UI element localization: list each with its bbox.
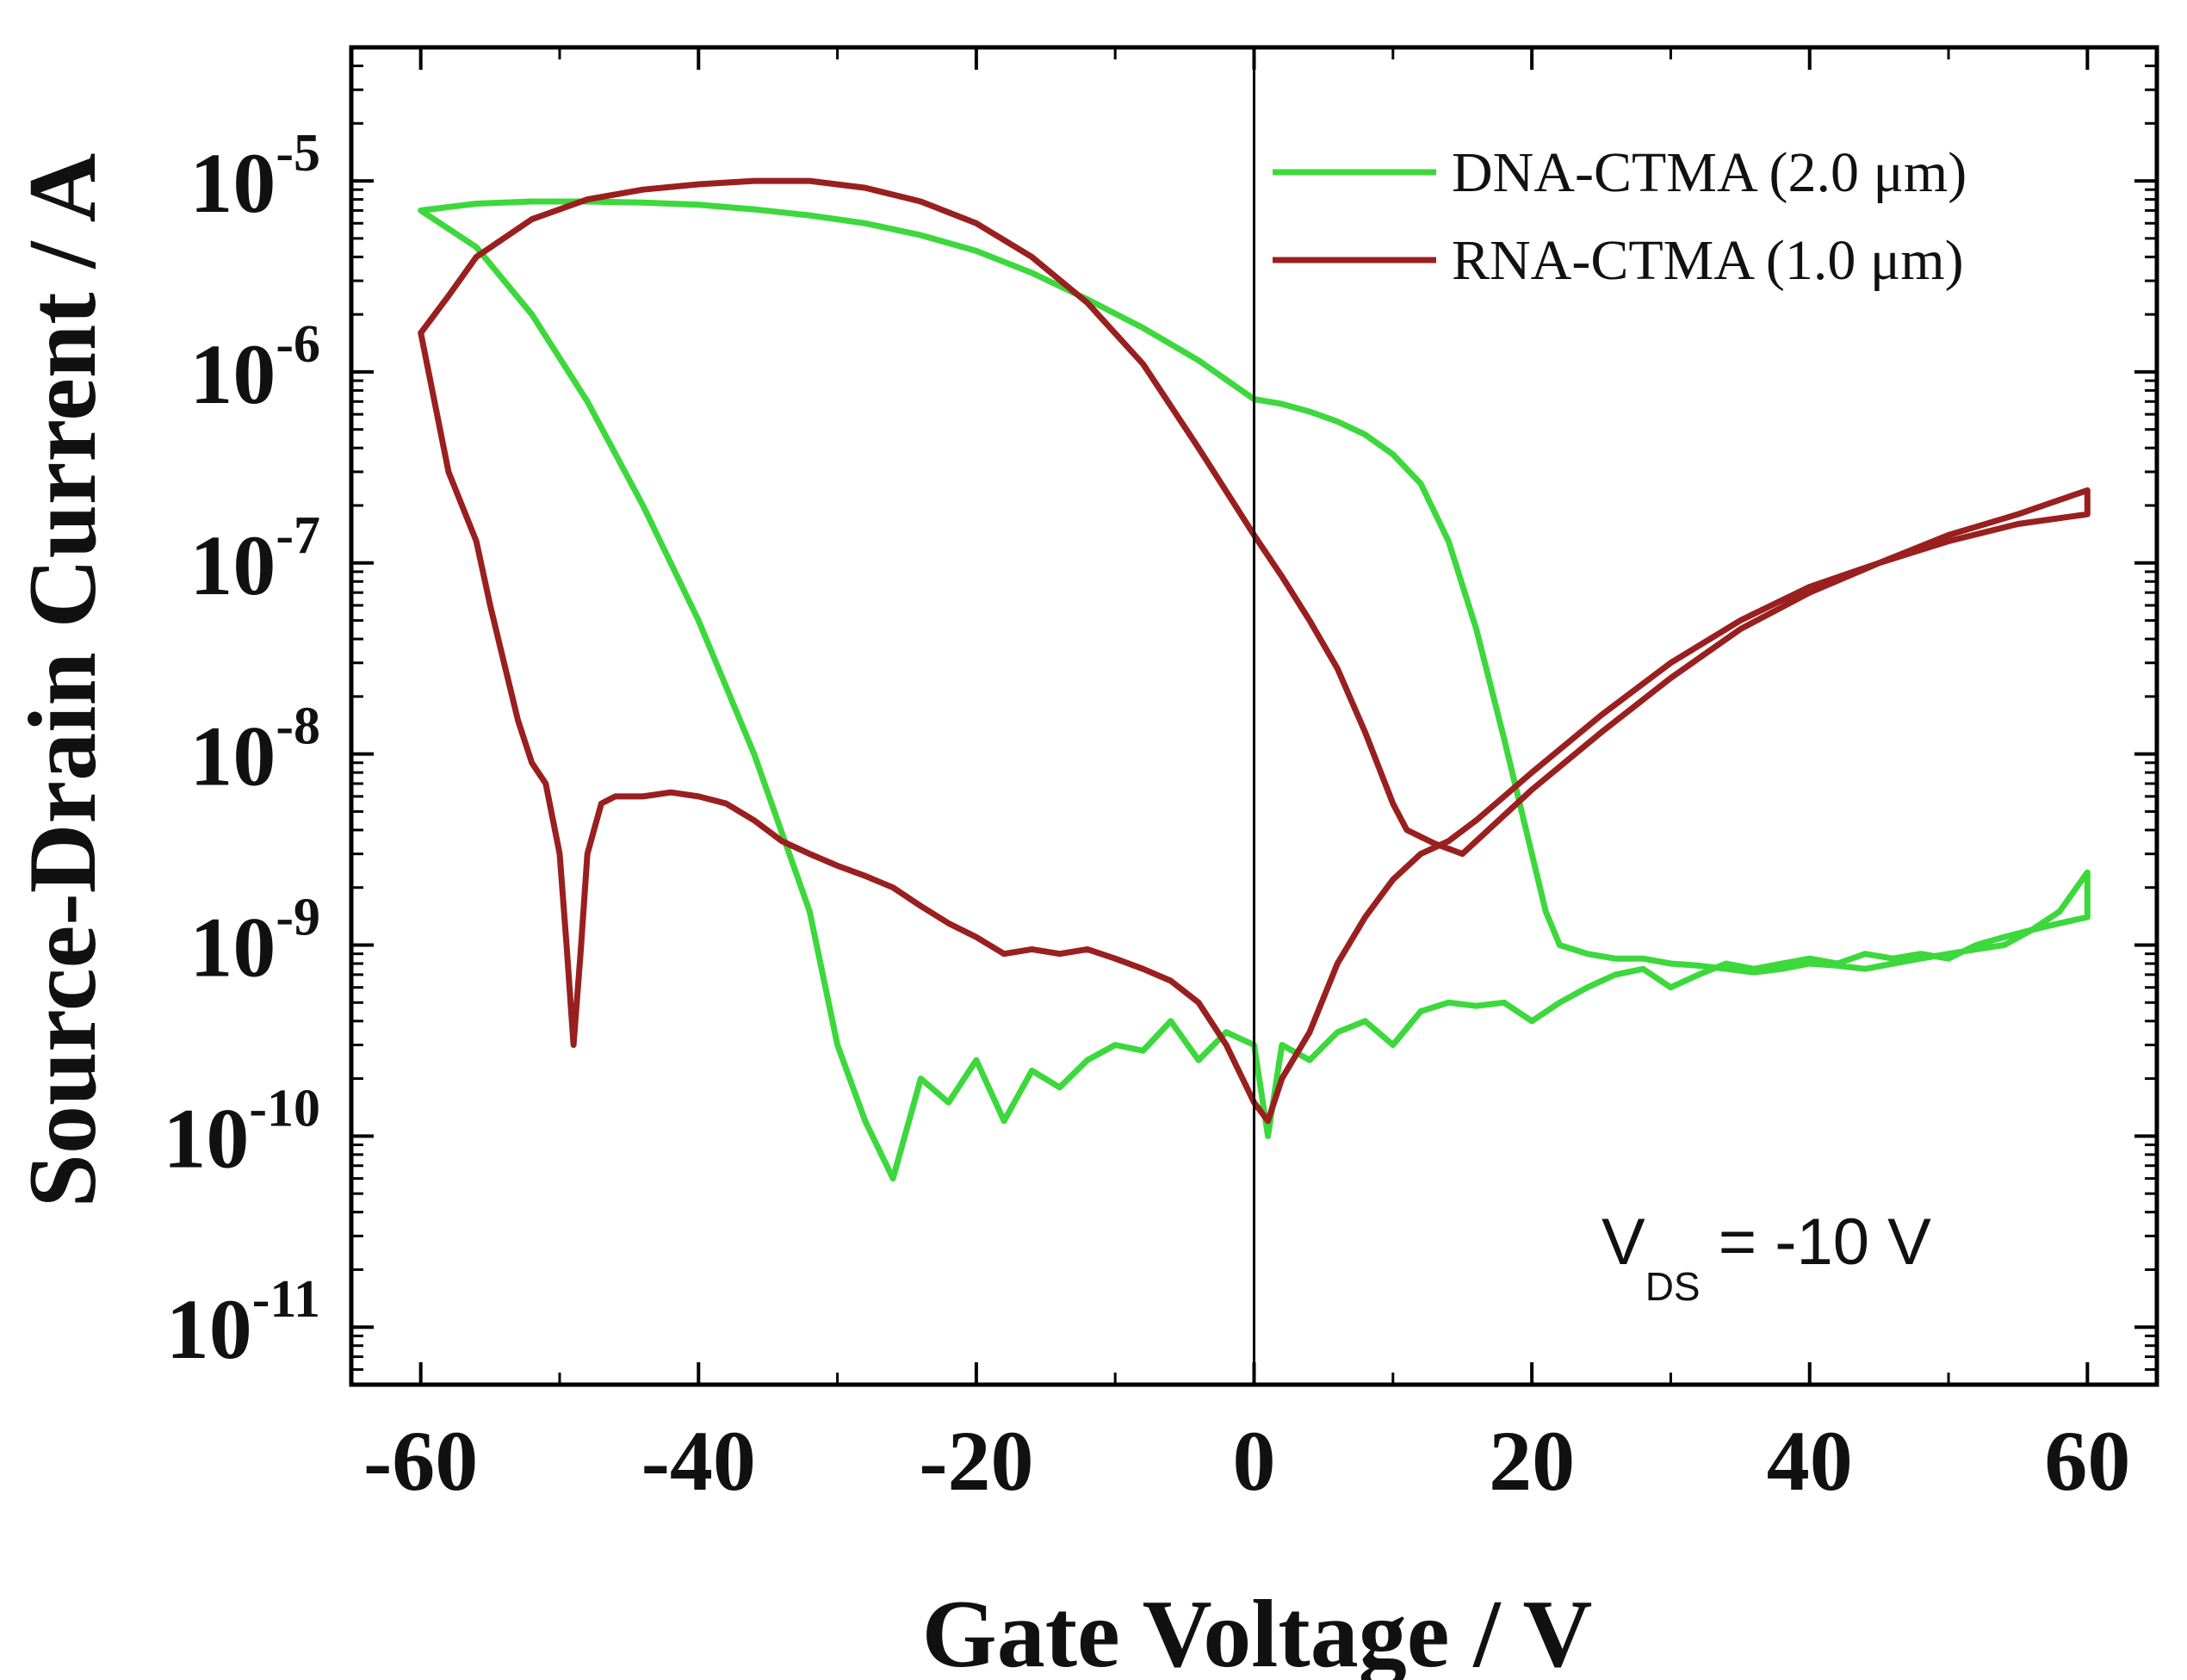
series-line-rna [418,177,2091,1125]
x-tick-label: 40 [1767,1413,1853,1509]
vds-annotation-sub: DS [1645,1264,1701,1309]
y-axis-label: Source-Drain Current / A [9,153,116,1208]
y-tick-base: 10 [189,326,276,422]
x-tick-label: -20 [919,1413,1033,1509]
y-tick-base: 10 [163,1090,249,1186]
y-tick-label: 10-5 [189,124,320,231]
x-tick-label: 20 [1489,1413,1575,1509]
x-tick-label: -40 [641,1413,756,1509]
x-tick-label: 0 [1233,1413,1276,1509]
x-tick-label: 60 [2044,1413,2130,1509]
y-tick-exponent: -8 [276,697,320,756]
ticks-layer: -60 -40 -20 0 20 40 6010-1110-1010-910-810-710… [163,46,2157,1509]
y-tick-label: 10-6 [189,315,320,422]
x-tick-label: -60 [363,1413,478,1509]
y-tick-base: 10 [166,1281,252,1377]
series-line-dna [418,198,2091,1182]
y-tick-label: 10-7 [189,506,320,613]
legend-label-dna: DNA-CTMA (2.0 μm) [1452,141,1967,204]
y-tick-base: 10 [189,709,276,804]
y-tick-base: 10 [189,900,276,995]
y-tick-exponent: -6 [276,315,320,374]
y-tick-label: 10-8 [189,697,320,804]
x-axis-label: Gate Voltage / V [922,1581,1593,1680]
y-tick-label: 10-10 [163,1079,320,1186]
y-tick-base: 10 [189,518,276,613]
vds-annotation-rest: = -10 V [1701,1206,1932,1279]
y-tick-label: 10-9 [189,889,320,995]
series-layer [418,177,2091,1182]
y-tick-exponent: -10 [249,1079,320,1138]
vds-annotation-main: V [1602,1206,1645,1279]
y-tick-exponent: -5 [276,124,320,183]
legend: DNA-CTMA (2.0 μm) RNA-CTMA (1.0 μm) [1273,141,1967,292]
y-tick-exponent: -9 [276,889,320,947]
y-tick-base: 10 [189,135,276,231]
vds-annotation: VDS = -10 V [1602,1206,1931,1309]
y-tick-exponent: -7 [276,506,320,565]
y-tick-exponent: -11 [252,1270,320,1329]
y-tick-label: 10-11 [166,1270,320,1377]
legend-label-rna: RNA-CTMA (1.0 μm) [1452,229,1964,292]
